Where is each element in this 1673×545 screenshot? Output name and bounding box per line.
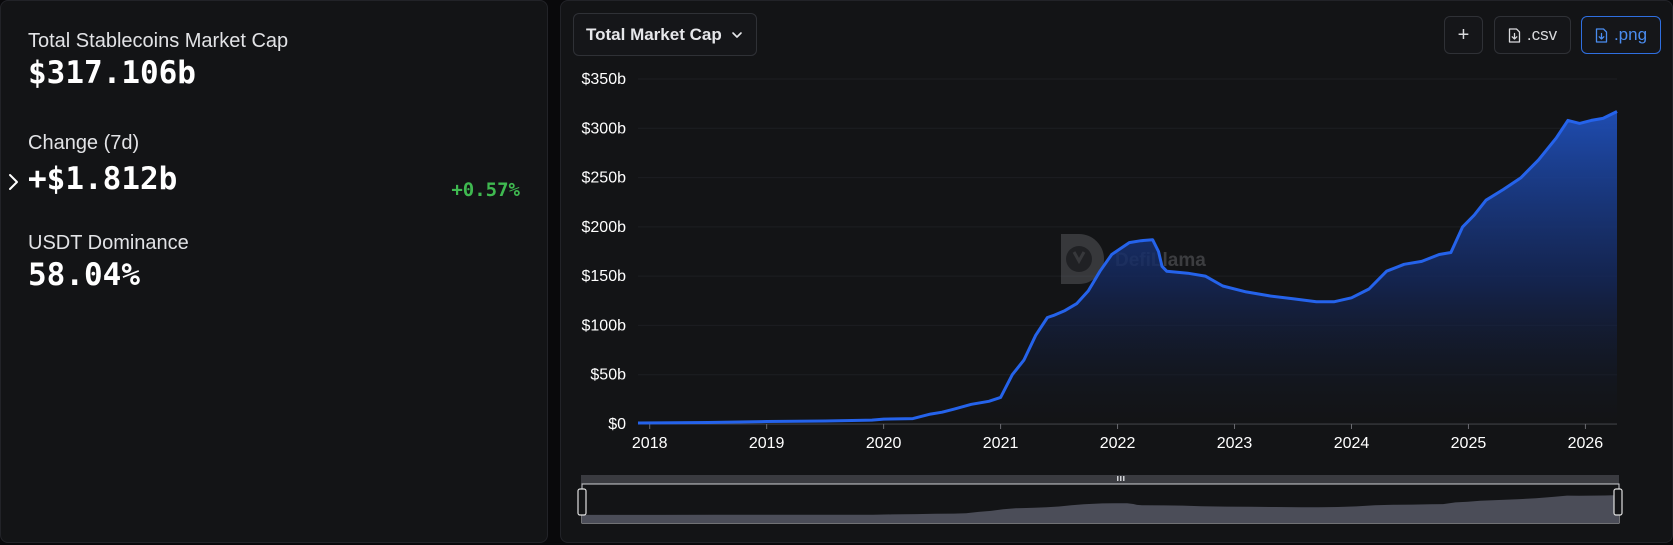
y-tick-label: $0 <box>608 416 626 433</box>
x-tick-label: 2021 <box>983 435 1019 452</box>
llama-logo-icon <box>1061 234 1104 284</box>
change-label: Change (7d) <box>28 132 140 154</box>
y-tick-label: $250b <box>582 170 627 187</box>
x-axis: 2018 2019 2020 2021 2022 2023 2024 2025 2026 <box>632 424 1603 452</box>
y-tick-label: $200b <box>582 219 627 236</box>
metric-select-label: Total Market Cap <box>586 24 722 44</box>
add-button[interactable]: + <box>1444 16 1483 54</box>
x-tick-label: 2025 <box>1451 435 1487 452</box>
x-tick-label: 2018 <box>632 435 668 452</box>
download-png-button[interactable]: .png <box>1581 16 1661 54</box>
summary-panel: Total Stablecoins Market Cap $317.106b C… <box>0 0 548 543</box>
chart-panel: Total Market Cap + .csv .png <box>560 0 1673 543</box>
plus-icon: + <box>1457 23 1470 46</box>
chevron-down-icon <box>732 32 742 38</box>
change-value: +$1.812b <box>28 161 178 197</box>
x-tick-label: 2022 <box>1100 435 1136 452</box>
market-cap-label: Total Stablecoins Market Cap <box>28 30 289 52</box>
brush-handle-left[interactable] <box>577 488 587 516</box>
change-percent: +0.57% <box>451 179 520 201</box>
y-tick-label: $300b <box>582 120 627 137</box>
x-tick-label: 2024 <box>1334 435 1370 452</box>
file-download-icon <box>1508 27 1521 43</box>
metric-select[interactable]: Total Market Cap <box>573 13 757 56</box>
market-cap-area <box>638 111 1617 424</box>
x-tick-label: 2019 <box>749 435 785 452</box>
market-cap-chart[interactable]: $0 $50b $100b $150b $200b $250b $300b $350b 201… <box>561 1 1672 542</box>
x-tick-label: 2026 <box>1568 435 1604 452</box>
time-range-brush[interactable] <box>577 475 1623 524</box>
file-download-icon <box>1595 27 1608 43</box>
brush-track[interactable] <box>581 475 1619 484</box>
y-tick-label: $50b <box>590 367 626 384</box>
x-tick-label: 2020 <box>866 435 902 452</box>
csv-label: .csv <box>1526 25 1558 44</box>
dominance-label: USDT Dominance <box>28 232 189 254</box>
y-tick-label: $350b <box>582 71 627 88</box>
x-tick-label: 2023 <box>1217 435 1253 452</box>
market-cap-line <box>637 110 1618 425</box>
grip-icon <box>1117 476 1125 481</box>
png-label: .png <box>1613 25 1648 44</box>
brush-handle-right[interactable] <box>1613 488 1623 516</box>
overview-area <box>582 495 1619 523</box>
y-axis: $0 $50b $100b $150b $200b $250b $300b $350b <box>582 71 627 433</box>
y-tick-label: $150b <box>582 268 627 285</box>
market-cap-value: $317.106b <box>28 55 196 91</box>
chevron-right-icon[interactable] <box>7 172 21 192</box>
dominance-value: 58.04% <box>28 257 140 293</box>
download-csv-button[interactable]: .csv <box>1494 16 1571 54</box>
y-tick-label: $100b <box>582 317 627 334</box>
